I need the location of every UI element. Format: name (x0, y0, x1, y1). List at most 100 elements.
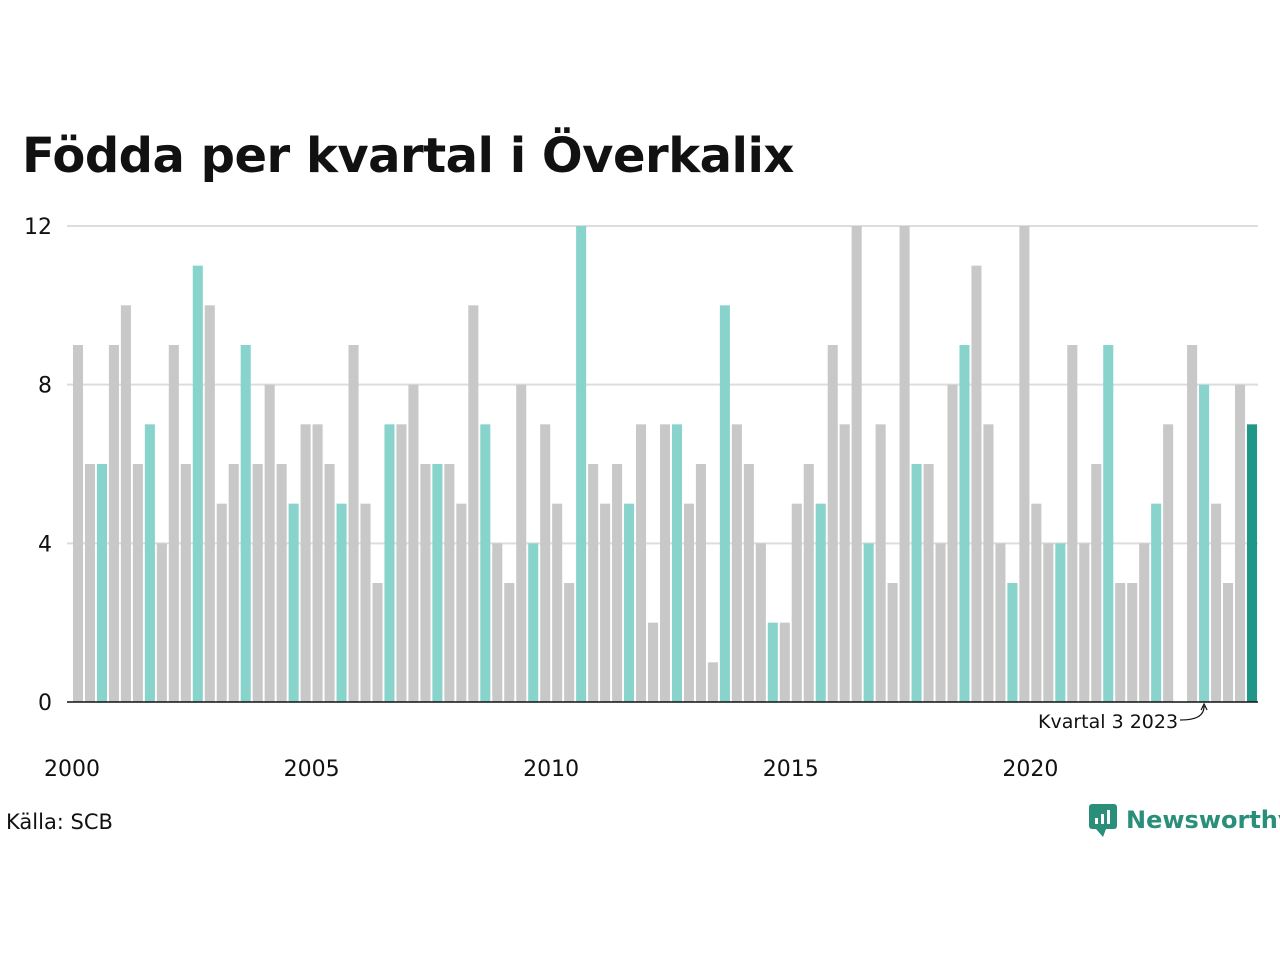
bar (947, 384, 958, 702)
bar (336, 503, 347, 702)
bar (755, 543, 766, 702)
bar (791, 503, 802, 702)
bar (324, 464, 335, 702)
bar (636, 424, 647, 702)
bar (624, 503, 635, 702)
brand-name: Newsworthy (1126, 806, 1280, 834)
bar (1007, 583, 1018, 702)
annotation-group: Kvartal 3 2023 (1038, 702, 1208, 733)
bar (1019, 226, 1030, 702)
bar (875, 424, 886, 702)
x-tick-label: 2010 (523, 757, 579, 782)
bar (863, 543, 874, 702)
bar (180, 464, 191, 702)
bar (1246, 424, 1258, 702)
y-tick-label: 8 (38, 374, 52, 399)
bar (600, 503, 611, 702)
bar (372, 583, 383, 702)
bar (396, 424, 407, 702)
bar (911, 464, 922, 702)
annotation-arrowhead (1200, 702, 1208, 711)
y-tick-label: 0 (38, 691, 52, 716)
bar (492, 543, 503, 702)
bar (192, 265, 203, 702)
bar (552, 503, 563, 702)
bar (264, 384, 275, 702)
y-tick-label: 12 (24, 215, 52, 240)
bar (420, 464, 431, 702)
bar (144, 424, 155, 702)
bar (1055, 543, 1066, 702)
bar (504, 583, 515, 702)
bar (899, 226, 910, 702)
bar (803, 464, 814, 702)
bar (72, 345, 84, 702)
bar (1031, 503, 1042, 702)
bar (252, 464, 263, 702)
bar (839, 424, 850, 702)
bar (695, 464, 706, 702)
bar (1234, 384, 1246, 702)
x-tick-label: 2005 (284, 757, 340, 782)
bar (1127, 583, 1138, 702)
y-tick-label: 4 (38, 532, 52, 557)
bar (120, 305, 131, 702)
bar (204, 305, 215, 702)
bar (240, 345, 251, 702)
bar (300, 424, 311, 702)
bar (719, 305, 730, 702)
bar (360, 503, 371, 702)
bar (887, 583, 898, 702)
bar (659, 424, 671, 702)
bar (468, 305, 479, 702)
bar (983, 424, 994, 702)
bar (1043, 543, 1054, 702)
annotation-label: Kvartal 3 2023 (1038, 711, 1178, 733)
bar (576, 226, 587, 702)
bar (168, 345, 179, 702)
bar (671, 424, 683, 702)
bar (540, 424, 551, 702)
bar (612, 464, 623, 702)
bar (1103, 345, 1114, 702)
bar (312, 424, 323, 702)
bar (456, 503, 467, 702)
annotation-arrow (1180, 705, 1205, 721)
bar (1163, 424, 1174, 702)
x-tick-label: 2000 (44, 757, 100, 782)
newsworthy-logo: Newsworthy (1088, 802, 1280, 838)
bar (971, 265, 982, 702)
bar (827, 345, 838, 702)
bar (743, 464, 754, 702)
bar (132, 464, 143, 702)
bar (276, 464, 287, 702)
bar (1139, 543, 1150, 702)
chart-title: Födda per kvartal i Överkalix (22, 128, 794, 184)
newsworthy-logo-icon (1089, 804, 1117, 837)
x-tick-label: 2015 (763, 757, 819, 782)
bar (96, 464, 107, 702)
bar (1211, 503, 1222, 702)
bar (216, 503, 227, 702)
bar (995, 543, 1006, 702)
bar (444, 464, 455, 702)
bar (156, 543, 167, 702)
source-label: Källa: SCB (6, 810, 113, 834)
bar (288, 503, 299, 702)
bar (1151, 503, 1162, 702)
bar (731, 424, 742, 702)
bar (683, 503, 694, 702)
bar (384, 424, 395, 702)
bar (348, 345, 359, 702)
bar (108, 345, 119, 702)
bar (647, 622, 659, 702)
bar (779, 622, 790, 702)
bar (564, 583, 575, 702)
bar (707, 662, 718, 702)
bar (851, 226, 862, 702)
bar (528, 543, 539, 702)
bar (767, 622, 778, 702)
bar (1079, 543, 1090, 702)
axes: 0 4 8 12 2000 2005 2010 2015 2020 (24, 215, 1258, 782)
